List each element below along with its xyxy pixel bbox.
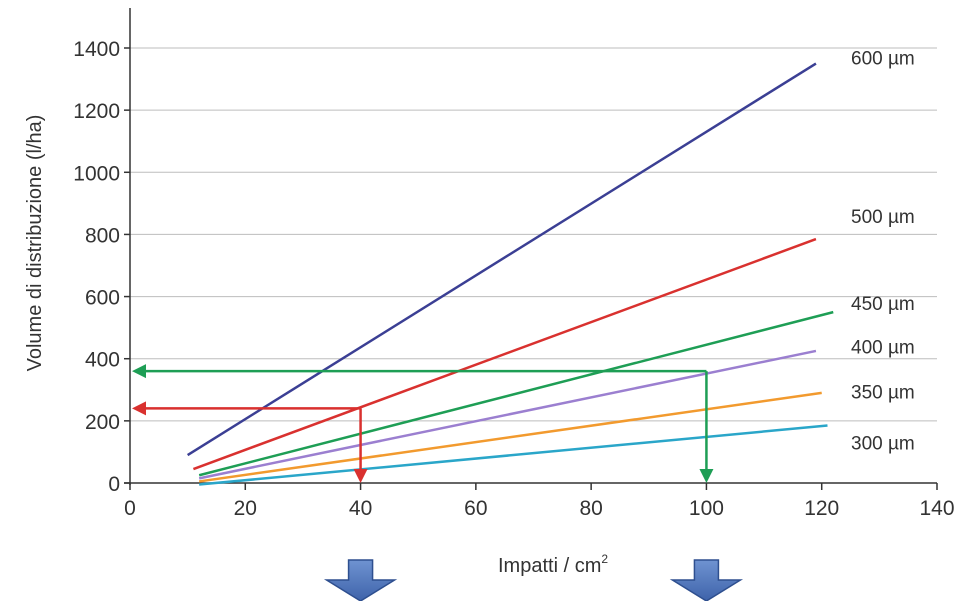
series-line	[199, 424, 828, 486]
x-tick-label: 120	[804, 497, 839, 520]
series-label: 300 µm	[851, 434, 915, 455]
annotation-arrowhead	[132, 364, 146, 379]
x-tick-label: 20	[234, 497, 257, 520]
series-line	[198, 349, 817, 480]
series-line	[198, 391, 822, 483]
x-tick-labels: 0 20 40 60 80 100 120 140	[124, 483, 955, 520]
x-tick-label: 60	[464, 497, 487, 520]
axes	[124, 8, 937, 485]
annotation-arrowhead	[132, 401, 146, 416]
series-labels: 600 µm 500 µm 450 µm 400 µm 350 µm 300 µm	[851, 48, 915, 454]
y-tick-label: 800	[85, 224, 120, 247]
y-tick-label: 400	[85, 349, 120, 372]
x-axis-title-text: Impatti / cm	[498, 555, 601, 577]
series-label: 350 µm	[851, 382, 915, 403]
y-axis-title: Volume di distribuzione (l/ha)	[24, 115, 46, 372]
gridlines	[130, 47, 937, 422]
series-lines	[186, 62, 834, 486]
y-tick-label: 1000	[73, 162, 120, 185]
series-line	[186, 62, 817, 457]
x-tick-label: 40	[349, 497, 372, 520]
annotation-arrowhead	[353, 469, 368, 483]
x-tick-label: 140	[919, 497, 954, 520]
down-arrow-icon	[323, 559, 398, 601]
y-tick-label: 1200	[73, 100, 120, 123]
y-tick-labels: 0 200 400 600 800 1000 1200 1400	[73, 38, 130, 496]
down-arrows	[323, 559, 744, 601]
x-tick-label: 80	[579, 497, 602, 520]
series-label: 500 µm	[851, 207, 915, 228]
x-tick-label: 0	[124, 497, 136, 520]
x-axis-title: Impatti / cm2	[498, 552, 608, 577]
series-line	[192, 237, 817, 471]
down-arrow-icon	[669, 559, 744, 601]
series-label: 600 µm	[851, 48, 915, 69]
x-axis-title-superscript: 2	[601, 552, 608, 566]
annotation-arrowhead	[699, 469, 714, 483]
series-label: 400 µm	[851, 337, 915, 358]
x-tick-label: 100	[689, 497, 724, 520]
series-line	[198, 310, 834, 477]
y-tick-label: 1400	[73, 38, 120, 61]
annotation-arrows	[132, 364, 714, 483]
y-tick-label: 600	[85, 287, 120, 310]
y-tick-label: 0	[108, 473, 120, 496]
series-label: 450 µm	[851, 294, 915, 315]
y-tick-label: 200	[85, 411, 120, 434]
